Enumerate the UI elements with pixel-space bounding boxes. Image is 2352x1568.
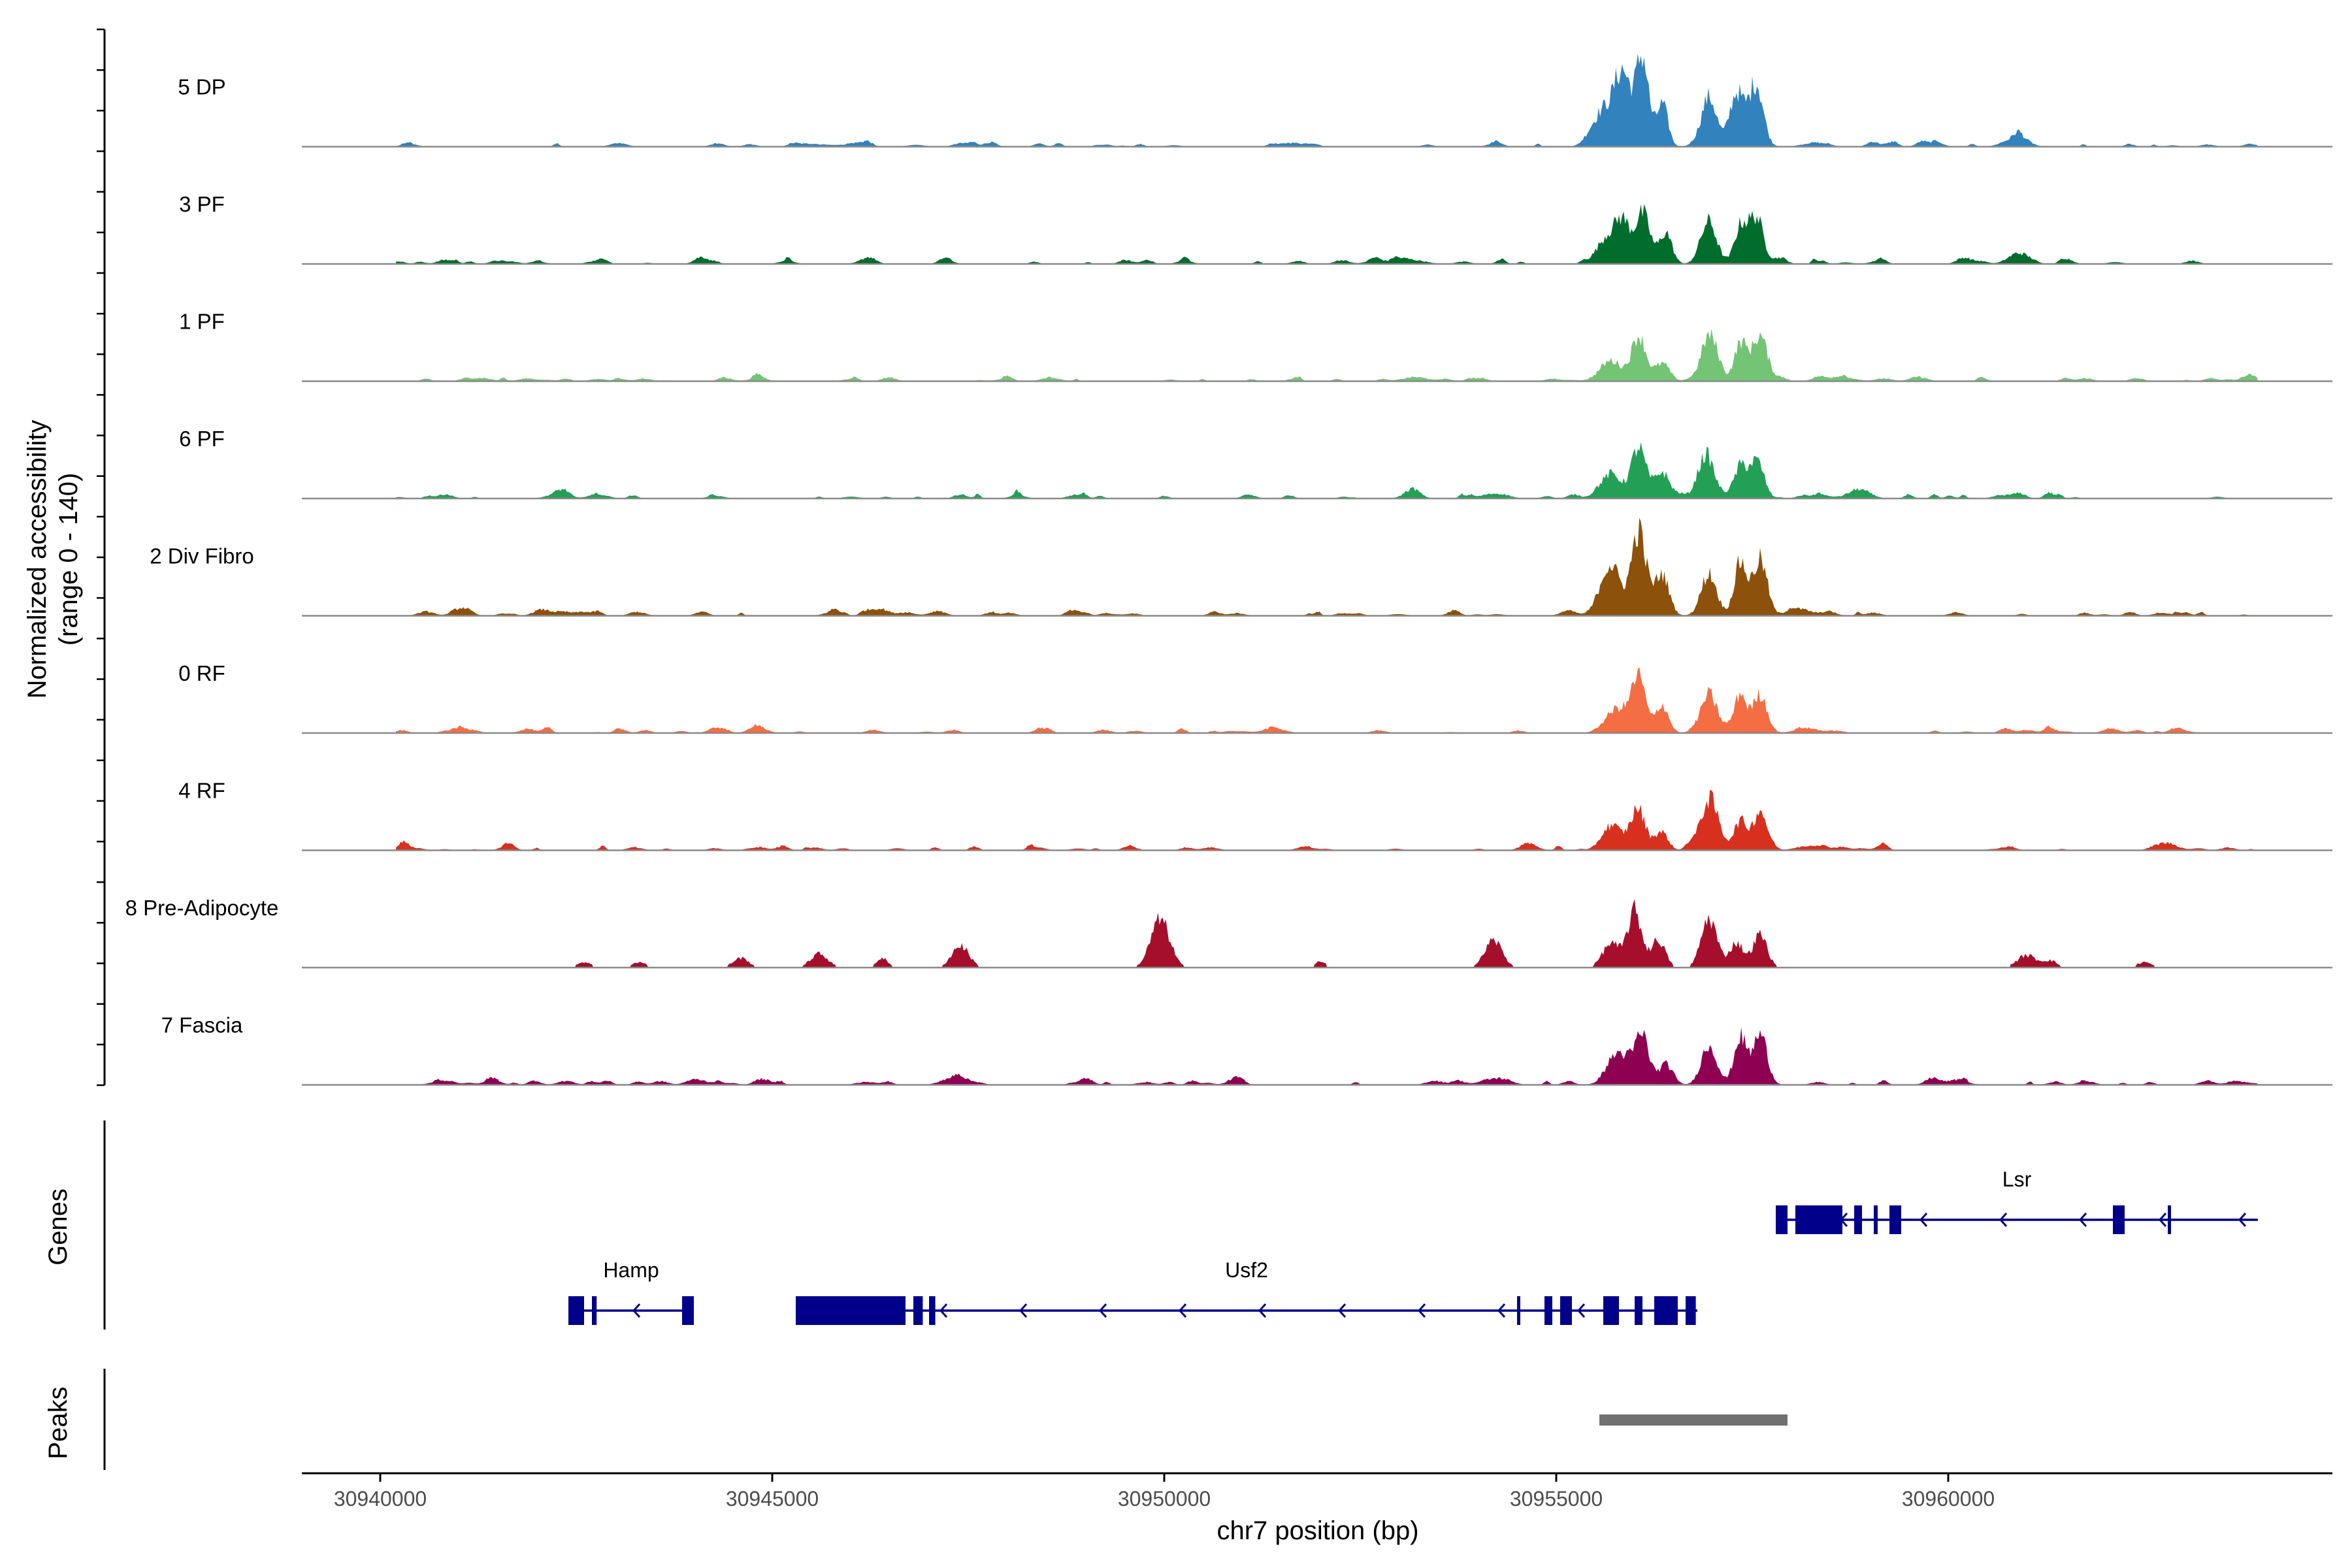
strand-arrow — [1098, 1303, 1107, 1318]
gene-exon — [592, 1296, 597, 1325]
gene-usf2: Usf2 — [796, 1258, 1697, 1325]
gene-exon — [1776, 1205, 1788, 1234]
x-tick-label: 30955000 — [1510, 1487, 1603, 1511]
gene-label-hamp: Hamp — [603, 1258, 659, 1282]
track-label-5-dp: 5 DP — [178, 75, 225, 99]
strand-arrow — [1417, 1303, 1426, 1318]
x-tick-label: 30940000 — [334, 1487, 427, 1511]
strand-arrow — [1337, 1303, 1347, 1318]
track-label-6-pf: 6 PF — [179, 427, 225, 451]
gene-exon — [1560, 1296, 1572, 1325]
peak-region — [1599, 1414, 1788, 1426]
gene-exon — [1517, 1296, 1520, 1325]
strand-arrow — [1999, 1212, 2008, 1228]
y-axis-title: Normalized accessibility (range 0 - 140) — [23, 420, 83, 699]
x-tick-label: 30960000 — [1902, 1487, 1995, 1511]
strand-arrow — [939, 1303, 948, 1318]
x-tick-label: 30945000 — [726, 1487, 819, 1511]
genes-panel-label: Genes — [44, 1188, 73, 1266]
gene-label-usf2: Usf2 — [1225, 1258, 1268, 1282]
strand-arrow — [2078, 1212, 2087, 1228]
gene-label-lsr: Lsr — [2002, 1168, 2032, 1191]
strand-arrow — [2238, 1212, 2247, 1228]
strand-arrow — [1258, 1303, 1267, 1318]
coverage-tracks: 5 DP 3 PF 1 PF 6 PF 2 Div Fibro 0 RF 4 RF 8 Pre… — [125, 54, 2332, 1086]
y-axis-title-line-2: (range 0 - 140) — [54, 473, 83, 646]
track-6-pf: 6 PF — [179, 427, 2332, 500]
gene-exon — [1686, 1296, 1696, 1325]
track-3-pf: 3 PF — [179, 192, 2332, 265]
gene-exon — [929, 1296, 936, 1325]
strand-arrow — [1497, 1303, 1506, 1318]
gene-exon — [1544, 1296, 1552, 1325]
gene-annotations: Hamp Usf2 Lsr — [568, 1168, 2258, 1325]
x-tick-label: 30950000 — [1118, 1487, 1211, 1511]
x-axis-title: chr7 position (bp) — [1217, 1516, 1418, 1545]
peak-regions — [1599, 1414, 1788, 1426]
y-axis-title-line-1: Normalized accessibility — [23, 420, 52, 699]
track-8-pre-adipocyte: 8 Pre-Adipocyte — [125, 896, 2332, 969]
strand-arrow — [1019, 1303, 1028, 1318]
gene-exon — [1795, 1205, 1842, 1234]
gene-exon — [1854, 1205, 1862, 1234]
track-label-2-div-fibro: 2 Div Fibro — [150, 544, 254, 568]
track-2-div-fibro: 2 Div Fibro — [150, 517, 2332, 617]
gene-exon — [1654, 1296, 1678, 1325]
gene-exon — [1889, 1205, 1901, 1234]
track-1-pf: 1 PF — [179, 310, 2332, 382]
track-4-rf: 4 RF — [178, 779, 2332, 851]
gene-exon — [568, 1296, 584, 1325]
strand-arrow — [1178, 1303, 1187, 1318]
gene-exon — [1603, 1296, 1619, 1325]
strand-arrow — [1919, 1212, 1928, 1228]
track-label-8-pre-adipocyte: 8 Pre-Adipocyte — [125, 896, 279, 920]
gene-exon — [796, 1296, 906, 1325]
strand-arrow — [1576, 1303, 1586, 1318]
track-0-rf: 0 RF — [178, 661, 2332, 734]
strand-arrow — [632, 1303, 641, 1318]
gene-exon — [1874, 1205, 1878, 1234]
strand-arrow — [2158, 1212, 2167, 1228]
gene-exon — [2113, 1205, 2125, 1234]
axes: 30940000 30945000 30950000 30955000 30960000 — [97, 28, 2332, 1511]
track-label-7-fascia: 7 Fascia — [161, 1013, 243, 1037]
track-7-fascia: 7 Fascia — [161, 1013, 2332, 1086]
gene-exon — [682, 1296, 694, 1325]
gene-exon — [1635, 1296, 1642, 1325]
peaks-panel-label: Peaks — [44, 1386, 73, 1459]
gene-exon — [2168, 1205, 2171, 1234]
gene-hamp: Hamp — [568, 1258, 694, 1325]
track-label-3-pf: 3 PF — [179, 192, 225, 216]
track-5-dp: 5 DP — [178, 54, 2332, 148]
track-label-4-rf: 4 RF — [178, 779, 225, 803]
gene-exon — [913, 1296, 923, 1325]
track-label-1-pf: 1 PF — [179, 310, 225, 334]
gene-lsr: Lsr — [1776, 1168, 2258, 1234]
track-label-0-rf: 0 RF — [178, 661, 225, 685]
